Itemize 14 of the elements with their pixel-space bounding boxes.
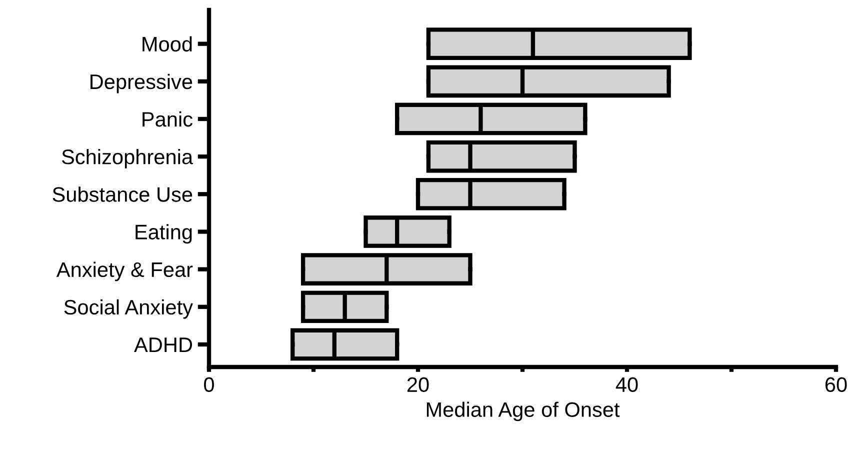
- x-tick-label: 0: [204, 377, 214, 392]
- x-tick-label: 20: [407, 377, 429, 392]
- y-tick-label: Anxiety & Fear: [56, 262, 193, 282]
- y-tick-label: Eating: [136, 224, 192, 244]
- x-tick-label: 40: [616, 377, 638, 392]
- y-tick-label: Schizophrenia: [62, 149, 194, 168]
- y-tick-label: Substance Use: [52, 186, 192, 202]
- y-tick-label: ADHD: [134, 338, 192, 352]
- x-tick-label: 60: [825, 377, 847, 392]
- y-tick-label: Social Anxiety: [64, 299, 193, 319]
- y-tick-label: Depressive: [90, 74, 192, 94]
- x-axis-title: Median Age of Onset: [426, 402, 620, 422]
- y-tick-label: Panic: [142, 111, 192, 127]
- y-tick-label: Mood: [142, 36, 192, 52]
